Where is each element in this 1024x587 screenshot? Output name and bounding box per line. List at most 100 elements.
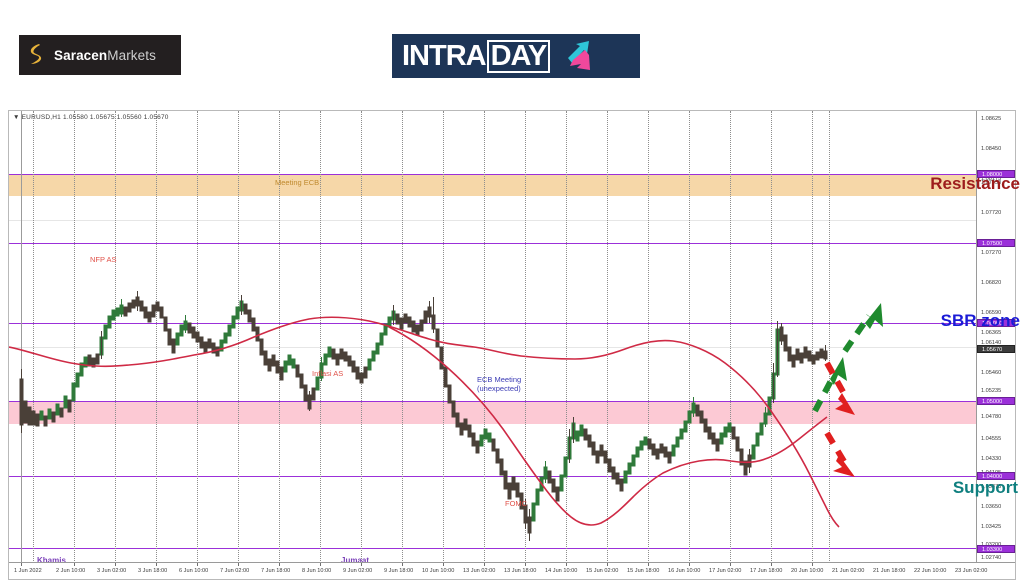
price-tick: 1.06820 (981, 280, 1002, 286)
time-tick: 23 Jun 02:00 (955, 568, 988, 574)
demand-zone-band (9, 401, 987, 424)
vline-session (771, 111, 772, 563)
price-tick: 1.02740 (981, 555, 1002, 561)
level-line-support (9, 476, 987, 477)
time-tick: 17 Jun 02:00 (709, 568, 742, 574)
time-tick: 10 Jun 10:00 (422, 568, 455, 574)
vline-session (443, 111, 444, 563)
time-tick: 21 Jun 02:00 (832, 568, 865, 574)
time-tick: 1 Jun 2022 (14, 568, 42, 574)
price-tick: 1.06365 (981, 330, 1002, 336)
time-tick: 17 Jun 18:00 (750, 568, 783, 574)
time-tick: 3 Jun 02:00 (97, 568, 127, 574)
vline-current (829, 111, 830, 563)
vline-session (484, 111, 485, 563)
price-tag-sbr: 1.06000 (977, 319, 1015, 327)
time-tick: 15 Jun 02:00 (586, 568, 619, 574)
time-tick: 22 Jun 10:00 (914, 568, 947, 574)
vline-session (238, 111, 239, 563)
vline-session (812, 111, 813, 563)
time-axis[interactable]: 1 Jun 2022 2 Jun 10:00 3 Jun 02:00 3 Jun… (9, 562, 1015, 579)
vline-session (115, 111, 116, 563)
annotation-jumaat: Jumaat (341, 556, 370, 563)
level-line-demand-top (9, 401, 987, 402)
vline-session (648, 111, 649, 563)
vline-session (21, 111, 22, 563)
saracen-name-light: Markets (107, 47, 156, 63)
price-tick: 1.04330 (981, 456, 1002, 462)
annotation-inflasi-as: Inflasi AS (312, 369, 344, 378)
time-tick: 7 Jun 02:00 (220, 568, 250, 574)
level-line-bottom (9, 548, 987, 549)
annotation-ecb-meeting-unexpected: ECB Meeting (unexpected) (477, 375, 522, 393)
price-tick: 1.07270 (981, 250, 1002, 256)
time-tick: 13 Jun 18:00 (504, 568, 537, 574)
time-tick: 9 Jun 02:00 (343, 568, 373, 574)
price-tag-demand: 1.05000 (977, 397, 1015, 405)
time-tick: 15 Jun 18:00 (627, 568, 660, 574)
price-tick: 1.04780 (981, 414, 1002, 420)
price-tick: 1.06590 (981, 310, 1002, 316)
price-tick: 1.05235 (981, 388, 1002, 394)
page-header: SaracenMarkets INTRA DAY (0, 0, 1024, 108)
vline-session (730, 111, 731, 563)
time-tick: 14 Jun 10:00 (545, 568, 578, 574)
level-line-mid (9, 243, 987, 244)
lightning-bolt-glyph (30, 44, 42, 64)
vline-session (33, 111, 34, 563)
vline-session (525, 111, 526, 563)
level-line-sbr (9, 323, 987, 324)
vline-session (74, 111, 75, 563)
trading-chart[interactable]: Meeting ECB NFP AS Inflasi AS ECB Meetin… (8, 110, 1016, 580)
time-tick: 8 Jun 10:00 (302, 568, 332, 574)
price-tick: 1.08450 (981, 146, 1002, 152)
price-tick: 1.03650 (981, 504, 1002, 510)
price-tick: 1.05460 (981, 370, 1002, 376)
price-tick: 1.07950 (981, 180, 1002, 186)
gridline (9, 347, 987, 348)
annotation-khamis: Khamis (37, 556, 66, 563)
moving-average-line (9, 316, 840, 528)
price-tag-mid: 1.07500 (977, 239, 1015, 247)
vline-session (607, 111, 608, 563)
time-tick: 20 Jun 10:00 (791, 568, 824, 574)
time-tick: 3 Jun 18:00 (138, 568, 168, 574)
annotation-fomc: FOMC (505, 499, 528, 508)
symbol-ohlc-bar: ▼ EURUSD,H1 1.05580 1.05675 1.05560 1.05… (13, 114, 169, 121)
time-tick: 21 Jun 18:00 (873, 568, 906, 574)
price-axis[interactable]: 1.08625 1.08450 1.08175 1.08000 1.07950 … (976, 111, 1015, 563)
vline-session (279, 111, 280, 563)
label-resistance: Resistance (930, 174, 1020, 193)
vline-session (402, 111, 403, 563)
price-tag-current: 1.05670 (977, 345, 1015, 353)
price-tag-bottom: 1.03300 (977, 545, 1015, 553)
saracen-markets-logo: SaracenMarkets (19, 35, 181, 75)
ecb-meeting-line1: ECB Meeting (477, 375, 522, 384)
gridline (9, 220, 987, 221)
chart-plot-area[interactable]: Meeting ECB NFP AS Inflasi AS ECB Meetin… (9, 111, 987, 563)
price-tick: 1.08175 (981, 176, 1002, 182)
price-tag-support: 1.04000 (977, 472, 1015, 480)
time-tick: 6 Jun 10:00 (179, 568, 209, 574)
arrow-down-right-icon (570, 50, 591, 70)
saracen-wordmark: SaracenMarkets (54, 48, 156, 63)
candlestick-series (19, 291, 828, 541)
label-support: Support (952, 478, 1018, 497)
intraday-logo: INTRA DAY (392, 34, 640, 78)
time-tick: 13 Jun 02:00 (463, 568, 496, 574)
price-tick: 1.03425 (981, 524, 1002, 530)
time-tick: 2 Jun 10:00 (56, 568, 86, 574)
price-tick: 1.06140 (981, 340, 1002, 346)
price-tick: 1.04555 (981, 436, 1002, 442)
time-tick: 9 Jun 18:00 (384, 568, 414, 574)
intraday-text-day: DAY (486, 39, 551, 73)
intraday-arrows (556, 36, 596, 76)
saracen-name-bold: Saracen (54, 47, 108, 63)
vline-session (361, 111, 362, 563)
annotation-nfp-as: NFP AS (90, 255, 117, 264)
arrow-up-right-icon (568, 41, 590, 63)
price-tick: 1.03875 (981, 484, 1002, 490)
ecb-meeting-line2: (unexpected) (477, 383, 521, 393)
annotation-meeting-ecb: Meeting ECB (275, 178, 320, 187)
intraday-text-intra: INTRA (402, 39, 487, 72)
